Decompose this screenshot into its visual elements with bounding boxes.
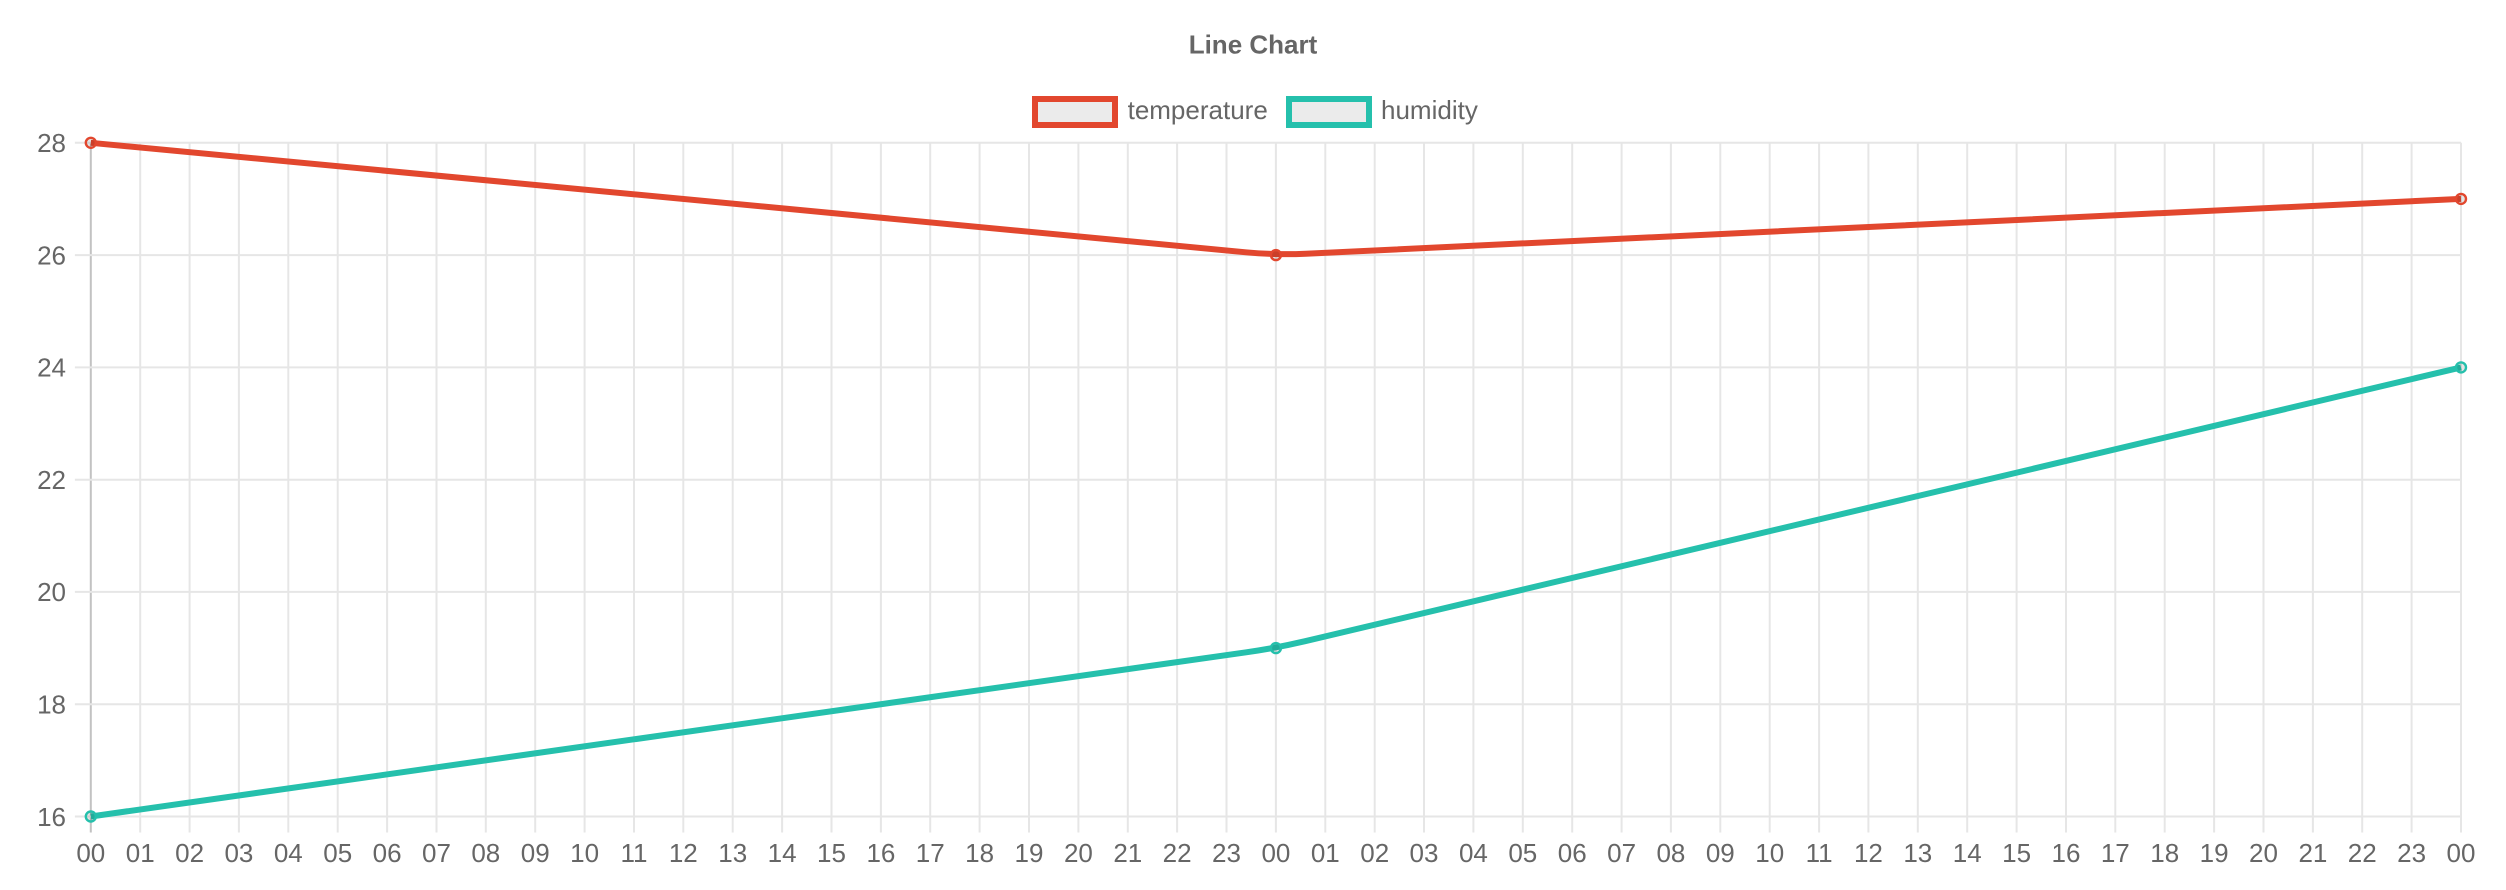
svg-text:16: 16 bbox=[866, 838, 895, 868]
svg-text:19: 19 bbox=[1015, 838, 1044, 868]
svg-text:12: 12 bbox=[669, 838, 698, 868]
svg-text:02: 02 bbox=[175, 838, 204, 868]
svg-text:20: 20 bbox=[37, 577, 66, 607]
svg-text:16: 16 bbox=[37, 802, 66, 832]
svg-text:21: 21 bbox=[1113, 838, 1142, 868]
svg-text:20: 20 bbox=[2249, 838, 2278, 868]
svg-text:15: 15 bbox=[2002, 838, 2031, 868]
svg-text:01: 01 bbox=[1311, 838, 1340, 868]
svg-text:03: 03 bbox=[1410, 838, 1439, 868]
svg-text:06: 06 bbox=[373, 838, 402, 868]
svg-text:22: 22 bbox=[2348, 838, 2377, 868]
svg-text:18: 18 bbox=[37, 690, 66, 720]
svg-text:23: 23 bbox=[1212, 838, 1241, 868]
svg-text:08: 08 bbox=[1656, 838, 1685, 868]
svg-text:09: 09 bbox=[1706, 838, 1735, 868]
svg-text:21: 21 bbox=[2298, 838, 2327, 868]
svg-text:13: 13 bbox=[1903, 838, 1932, 868]
svg-text:22: 22 bbox=[37, 465, 66, 495]
svg-text:00: 00 bbox=[1261, 838, 1290, 868]
svg-text:10: 10 bbox=[570, 838, 599, 868]
svg-text:07: 07 bbox=[1607, 838, 1636, 868]
svg-text:12: 12 bbox=[1854, 838, 1883, 868]
svg-text:10: 10 bbox=[1755, 838, 1784, 868]
svg-text:07: 07 bbox=[422, 838, 451, 868]
svg-text:11: 11 bbox=[621, 838, 648, 868]
svg-text:28: 28 bbox=[37, 128, 66, 158]
svg-text:24: 24 bbox=[37, 353, 66, 383]
svg-text:Line Chart: Line Chart bbox=[1189, 29, 1318, 59]
svg-text:19: 19 bbox=[2200, 838, 2229, 868]
svg-text:09: 09 bbox=[521, 838, 550, 868]
svg-text:13: 13 bbox=[718, 838, 747, 868]
svg-text:20: 20 bbox=[1064, 838, 1093, 868]
svg-text:11: 11 bbox=[1806, 838, 1833, 868]
svg-text:04: 04 bbox=[274, 838, 303, 868]
svg-text:14: 14 bbox=[1953, 838, 1982, 868]
svg-text:00: 00 bbox=[76, 838, 105, 868]
svg-text:humidity: humidity bbox=[1381, 95, 1478, 125]
svg-text:15: 15 bbox=[817, 838, 846, 868]
svg-text:05: 05 bbox=[323, 838, 352, 868]
svg-text:01: 01 bbox=[126, 838, 155, 868]
svg-text:05: 05 bbox=[1508, 838, 1537, 868]
svg-text:temperature: temperature bbox=[1128, 95, 1268, 125]
svg-text:26: 26 bbox=[37, 240, 66, 270]
svg-text:14: 14 bbox=[768, 838, 797, 868]
svg-text:16: 16 bbox=[2052, 838, 2081, 868]
svg-text:06: 06 bbox=[1558, 838, 1587, 868]
svg-text:18: 18 bbox=[2150, 838, 2179, 868]
svg-text:02: 02 bbox=[1360, 838, 1389, 868]
svg-text:18: 18 bbox=[965, 838, 994, 868]
svg-text:17: 17 bbox=[916, 838, 945, 868]
svg-text:23: 23 bbox=[2397, 838, 2426, 868]
svg-text:22: 22 bbox=[1163, 838, 1192, 868]
svg-text:17: 17 bbox=[2101, 838, 2130, 868]
svg-text:08: 08 bbox=[471, 838, 500, 868]
svg-text:03: 03 bbox=[224, 838, 253, 868]
svg-text:04: 04 bbox=[1459, 838, 1488, 868]
svg-text:00: 00 bbox=[2447, 838, 2476, 868]
